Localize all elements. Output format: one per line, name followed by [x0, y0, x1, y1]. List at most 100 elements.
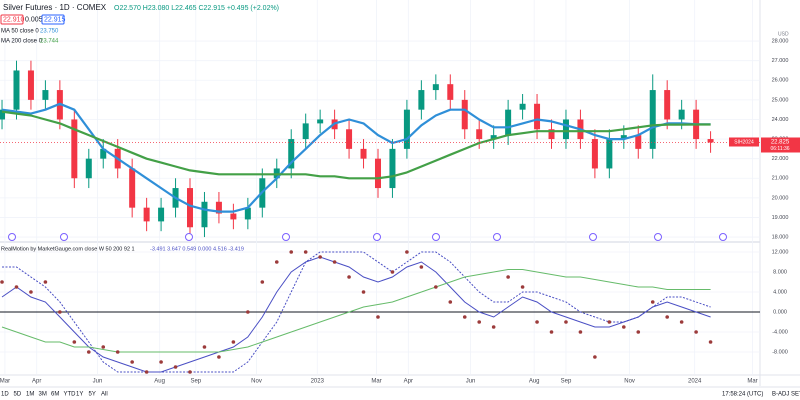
candle-body [374, 158, 381, 189]
x-tick-label: Aug [154, 379, 165, 385]
candle-body [476, 129, 483, 140]
candle-body [606, 139, 613, 169]
range-button[interactable]: 6M [51, 392, 59, 398]
indicator-dot [115, 350, 120, 354]
bid-box[interactable] [0, 14, 24, 25]
candle-body [519, 103, 526, 110]
ohlc-readout: O22.570 H23.080 L22.465 C22.915 +0.495 (… [114, 5, 279, 12]
indicator-dot [405, 250, 409, 254]
indicator-dot [434, 285, 438, 289]
indicator-dot [43, 280, 48, 284]
indicator-dot [217, 355, 221, 359]
indicator-dot [708, 340, 713, 344]
range-button[interactable]: 5D [14, 392, 22, 398]
indicator-dot [173, 365, 178, 369]
candle-body [317, 119, 324, 124]
x-tick-label: Apr [32, 379, 41, 385]
adjust-toggle[interactable]: B-ADJ [772, 392, 789, 398]
range-button[interactable]: 3M [39, 392, 47, 398]
symbol-title: Silver Futures · 1D · COMEX [3, 3, 107, 12]
indicator-dot [144, 370, 149, 374]
indicator-dot [159, 360, 163, 364]
indicator-dot [202, 345, 207, 349]
legend-name: MA 200 close 0 [1, 39, 43, 45]
currency: USD [778, 31, 789, 37]
candle-body [346, 129, 353, 149]
moving-average [1, 110, 711, 180]
candle-body [432, 84, 439, 91]
candle-body [664, 90, 671, 120]
y-tick-label: 19.000 [772, 215, 789, 221]
indicator-dot [419, 265, 424, 269]
indicator-dot [462, 315, 467, 319]
event-badge [282, 233, 290, 241]
candle-body [158, 207, 165, 222]
candle-body [27, 70, 34, 100]
candle-body [534, 103, 541, 130]
x-tick-label: 2023 [311, 379, 325, 385]
price-label: 22.825 [771, 140, 790, 146]
indicator-dot [0, 280, 4, 284]
indicator-dot [29, 290, 33, 294]
candle-body [389, 148, 396, 189]
indicator-dot [390, 270, 395, 274]
indicator-dot [448, 300, 453, 304]
indicator-dot [14, 285, 19, 289]
candle-body [562, 119, 569, 140]
spread: 0.005 [25, 16, 43, 23]
range-button[interactable]: 1M [26, 392, 34, 398]
bid-price: 22.910 [3, 16, 25, 23]
indicator-dot [694, 330, 698, 334]
x-tick-label: Nov [251, 379, 262, 385]
candle-body [215, 201, 222, 214]
candle-body [71, 119, 78, 179]
range-button[interactable]: 1Y [76, 392, 83, 398]
legend-name: MA 50 close 0 [1, 29, 39, 35]
candle-body [244, 207, 251, 220]
y-tick-label: 28.000 [772, 39, 789, 45]
indicator-dot [274, 260, 279, 264]
candle-body [505, 109, 512, 136]
ui-layer: Silver Futures · 1D · COMEX O22.570 H23.… [0, 3, 789, 37]
x-tick-label: Jun [93, 379, 103, 385]
y-tick-label: 0.000 [773, 309, 787, 315]
y-tick-label: 24.000 [772, 117, 789, 123]
price-badge [761, 137, 800, 153]
indicator-dot [246, 310, 250, 314]
range-button[interactable]: 5Y [89, 392, 96, 398]
candle-body [591, 139, 598, 169]
ask-box[interactable] [41, 14, 65, 25]
y-tick-label: 22.000 [772, 156, 789, 162]
x-tick-label: Apr [404, 379, 413, 385]
candle-body [649, 90, 656, 149]
candle-body [635, 135, 642, 149]
indicator-dot [506, 275, 510, 279]
x-tick-label: Mar [371, 379, 381, 385]
indicator-dot [622, 325, 626, 329]
countdown: 06:11:36 [770, 146, 789, 152]
settings-toggle[interactable]: SET [791, 392, 800, 398]
candle-body [187, 188, 194, 228]
candle-body [230, 213, 237, 220]
x-tick-label: Aug [529, 379, 540, 385]
range-button[interactable]: YTD [64, 392, 77, 398]
candle-body [201, 201, 208, 228]
candle-body [678, 109, 685, 120]
indicator-dot [332, 260, 337, 264]
indicator-readout: -3.491 3.647 0.549 0.000 4.516 -3.419 [150, 246, 244, 252]
indicator-dot [260, 280, 265, 284]
indicator-dot [593, 355, 597, 359]
indicator-dot [665, 315, 669, 319]
range-button[interactable]: 1D [1, 392, 9, 398]
candle-body [403, 109, 410, 149]
y-tick-label: 21.000 [772, 176, 789, 182]
y-tick-label: 25.000 [772, 97, 789, 103]
candle-body [42, 90, 49, 100]
candle-body [13, 70, 20, 110]
candle-body [100, 148, 107, 159]
indicator-dot [520, 285, 525, 289]
event-badge [589, 233, 597, 241]
range-button[interactable]: All [101, 392, 108, 398]
indicator-dot [303, 250, 308, 254]
